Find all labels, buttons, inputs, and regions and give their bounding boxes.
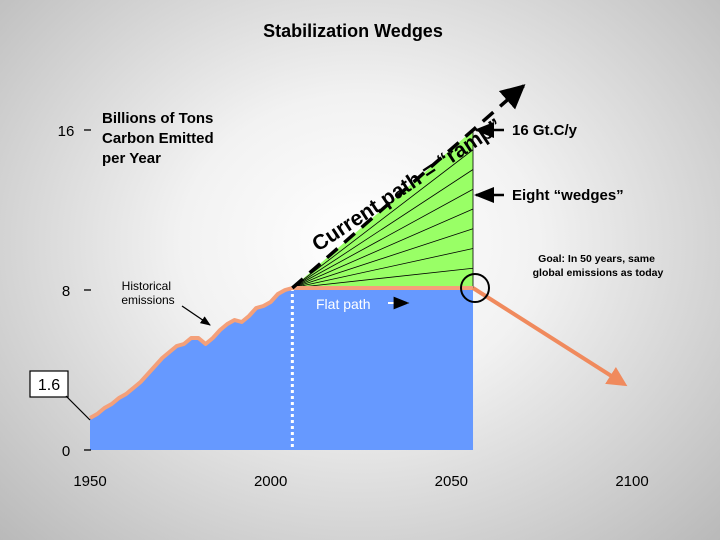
- y-tick-label: 8: [62, 283, 70, 300]
- x-tick-label: 2100: [615, 473, 648, 490]
- wedge-divider-line: [292, 267, 474, 289]
- x-tick-label: 1950: [73, 473, 106, 490]
- emission-lines: [89, 84, 628, 450]
- x-tick-label: 2050: [435, 473, 468, 490]
- y-axis-label: Billions of Tons Carbon Emitted per Year: [102, 110, 218, 167]
- wedge-divider-line: [292, 149, 474, 289]
- wedge-divider-lines: [292, 130, 474, 289]
- decline-path-line: [471, 286, 628, 387]
- wedge-divider-line: [292, 169, 474, 289]
- gtc-label: 16 Gt.C/y: [512, 122, 578, 139]
- wedges-area: [292, 130, 474, 288]
- historical-emissions-label: Historical emissions: [121, 279, 174, 307]
- x-tick-label: 2000: [254, 473, 287, 490]
- historical-emissions-line: [89, 286, 293, 420]
- x-tick-group: 1950 2000 2050 2100: [73, 473, 648, 490]
- plot-areas: [90, 130, 474, 450]
- y-callout-box: [29, 370, 69, 398]
- wedges-label: Eight “wedges”: [512, 187, 624, 204]
- goal-circle-marker: [460, 273, 490, 303]
- y-callout-pointer: [65, 395, 91, 421]
- y-tick-group: 0 8 16: [58, 123, 91, 460]
- y-axis-label-line-1: Billions of Tons: [102, 110, 213, 127]
- y-axis-label-line-2: Carbon Emitted: [102, 130, 214, 147]
- flat-path-label: Flat path: [316, 296, 370, 312]
- wedge-divider-line: [292, 188, 474, 289]
- wedge-divider-line: [292, 208, 474, 289]
- chart-title: Stabilization Wedges: [263, 21, 443, 41]
- wedge-divider-line: [292, 228, 474, 289]
- historical-emissions-arrow: [181, 305, 211, 326]
- y-tick-label: 16: [58, 123, 75, 140]
- goal-label: Goal: In 50 years, same global emissions…: [533, 253, 664, 279]
- y-tick-label: 0: [62, 443, 70, 460]
- wedge-divider-line: [292, 248, 474, 289]
- current-path-ramp-line: [291, 84, 526, 290]
- y-callout-label: 1.6: [38, 377, 60, 394]
- flat-emissions-area: [90, 288, 474, 450]
- y-axis-label-line-3: per Year: [102, 150, 161, 167]
